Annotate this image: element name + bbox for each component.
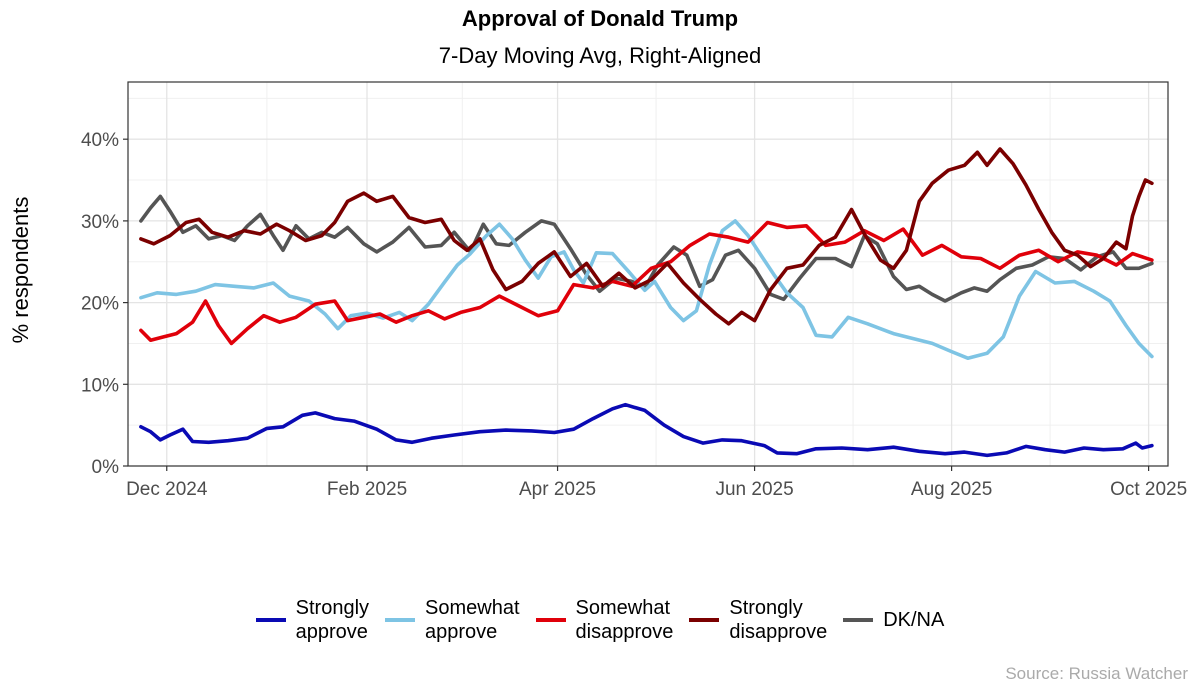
y-tick-label: 10%: [81, 375, 119, 396]
legend-swatch: [535, 618, 566, 622]
legend-swatch: [385, 618, 416, 622]
series-lines: [139, 147, 1154, 458]
x-tick-label: Dec 2024: [126, 479, 208, 500]
series-line-3: [139, 147, 1154, 326]
x-axis: Dec 2024 Feb 2025 Apr 2025 Jun 2025 Aug 2025…: [126, 466, 1187, 500]
x-tick-label: Apr 2025: [519, 479, 596, 500]
legend-label: Strongly disapprove: [729, 597, 828, 643]
series-line-4: [139, 194, 1154, 303]
y-tick-label: 20%: [81, 294, 119, 315]
x-tick-label: Jun 2025: [715, 479, 793, 500]
legend-item: Somewhat approve: [385, 596, 520, 644]
legend-label: Somewhat approve: [425, 597, 520, 643]
source-note: Source: Russia Watcher: [1005, 664, 1188, 683]
plot-panel: [127, 81, 1169, 467]
legend-label: Somewhat disapprove: [575, 597, 674, 643]
x-tick-label: Aug 2025: [911, 479, 992, 500]
legend-swatch: [255, 618, 286, 622]
y-tick-label: 40%: [81, 130, 119, 151]
grid: [128, 82, 1168, 467]
y-axis: 0% 10% 20% 30% 40%: [81, 130, 128, 478]
y-tick-label: 0%: [92, 457, 120, 478]
legend-item: Strongly disapprove: [689, 596, 827, 644]
legend-item: Strongly approve: [255, 596, 370, 644]
y-tick-label: 30%: [81, 212, 119, 233]
legend-label: Strongly approve: [295, 597, 370, 643]
series-line-1: [139, 219, 1154, 360]
x-tick-label: Oct 2025: [1110, 479, 1187, 500]
series-line-0: [139, 402, 1154, 458]
legend-swatch: [689, 618, 720, 622]
x-tick-label: Feb 2025: [327, 479, 407, 500]
chart-subtitle: 7-Day Moving Avg, Right-Aligned: [438, 43, 762, 68]
legend: Strongly approve Somewhat approve Somewhat…: [0, 596, 1200, 644]
legend-swatch: [843, 618, 874, 622]
line-chart: 0% 10% 20% 30% 40% Dec 2024 Feb 2025 Apr 2025 J…: [81, 81, 1187, 500]
legend-label: DK/NA: [883, 609, 945, 631]
legend-item: DK/NA: [843, 608, 944, 632]
chart-title: Approval of Donald Trump: [461, 6, 739, 31]
legend-item: Somewhat disapprove: [535, 596, 674, 644]
